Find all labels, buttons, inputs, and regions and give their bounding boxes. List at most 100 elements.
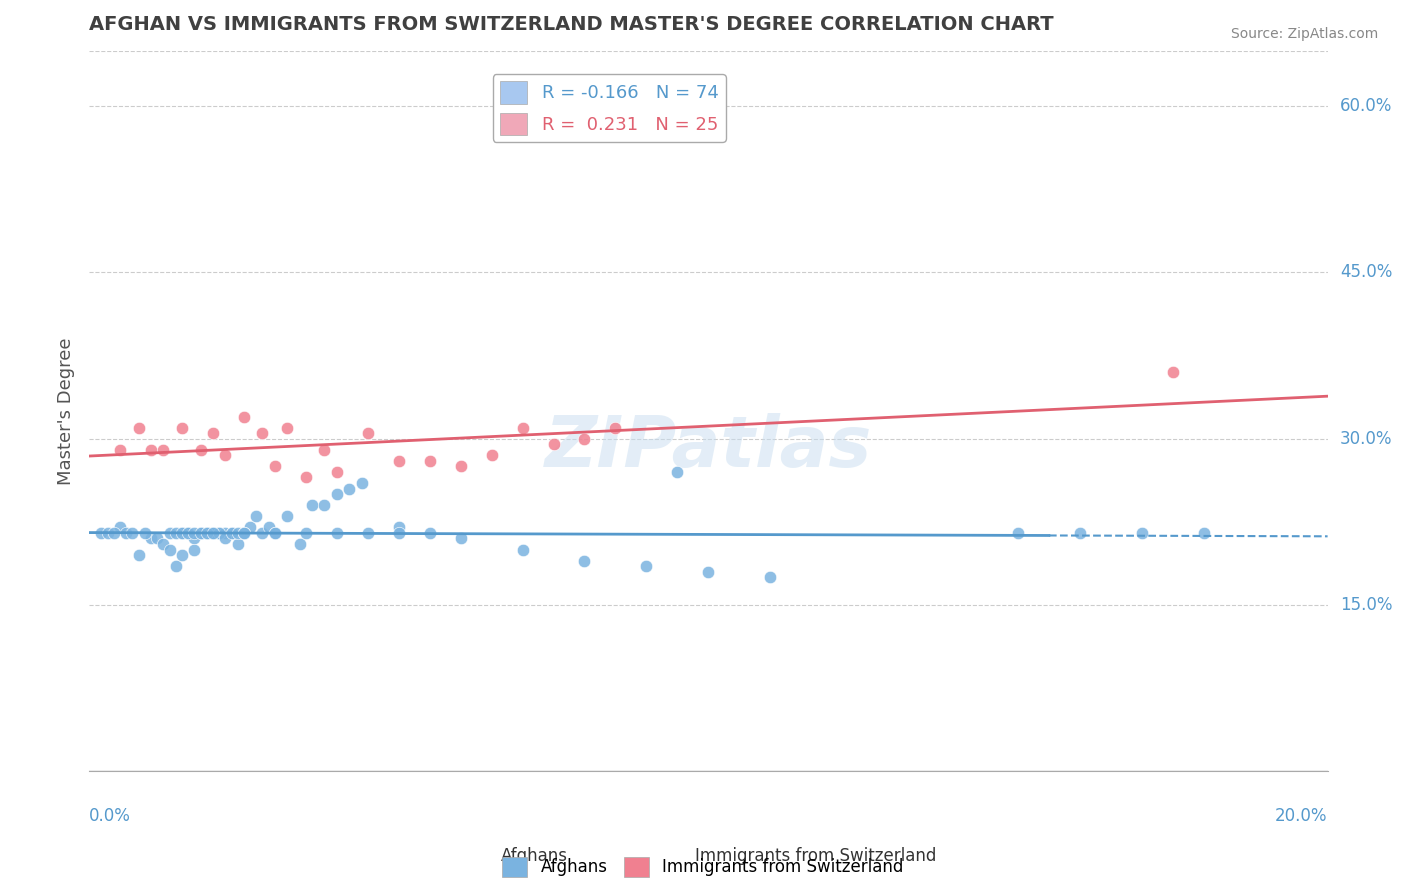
Point (152, 442, 174, 457)
Point (232, 525, 254, 540)
Text: 45.0%: 45.0% (1340, 263, 1392, 282)
Text: Source: ZipAtlas.com: Source: ZipAtlas.com (1230, 27, 1378, 41)
Point (326, 465, 349, 479)
Point (357, 525, 380, 540)
Point (221, 525, 243, 540)
Point (170, 525, 193, 540)
Point (543, 437, 565, 451)
Point (357, 426, 380, 441)
Point (350, 475, 373, 490)
Point (226, 537, 249, 551)
Point (1069, 525, 1091, 540)
Point (1130, 525, 1153, 540)
Point (239, 520, 262, 534)
Point (301, 498, 323, 512)
Point (636, 559, 658, 574)
Point (512, 542, 534, 557)
Point (139, 442, 162, 457)
Point (121, 525, 143, 540)
Point (263, 525, 285, 540)
Text: Afghans: Afghans (501, 847, 568, 865)
Legend: Afghans, Immigrants from Switzerland: Afghans, Immigrants from Switzerland (495, 850, 911, 884)
Point (177, 525, 200, 540)
Point (170, 420, 193, 434)
Point (276, 509, 298, 524)
Point (337, 482, 360, 496)
Point (159, 542, 181, 557)
Point (697, 565, 720, 579)
Point (252, 525, 274, 540)
Point (605, 420, 627, 434)
Point (183, 525, 205, 540)
Point (574, 432, 596, 446)
Point (1007, 525, 1029, 540)
Point (419, 525, 441, 540)
Point (195, 525, 218, 540)
Point (214, 525, 236, 540)
Point (314, 442, 336, 457)
Point (232, 525, 254, 540)
Text: 0.0%: 0.0% (89, 807, 131, 825)
Point (190, 525, 212, 540)
Point (574, 553, 596, 567)
Point (128, 548, 150, 562)
Y-axis label: Master's Degree: Master's Degree (58, 337, 75, 484)
Point (201, 525, 224, 540)
Point (195, 525, 218, 540)
Point (1161, 365, 1184, 379)
Point (419, 454, 441, 468)
Point (195, 525, 218, 540)
Point (295, 525, 318, 540)
Point (108, 520, 131, 534)
Point (183, 532, 205, 546)
Point (481, 448, 503, 462)
Point (388, 454, 411, 468)
Point (97, 525, 120, 540)
Point (257, 520, 280, 534)
Point (232, 525, 254, 540)
Point (108, 442, 131, 457)
Text: 60.0%: 60.0% (1340, 97, 1392, 115)
Point (152, 537, 174, 551)
Point (326, 525, 349, 540)
Point (326, 487, 349, 501)
Point (146, 532, 169, 546)
Point (134, 525, 156, 540)
Point (128, 420, 150, 434)
Text: 15.0%: 15.0% (1340, 596, 1392, 614)
Point (288, 537, 311, 551)
Point (165, 559, 187, 574)
Point (314, 498, 336, 512)
Point (190, 442, 212, 457)
Legend: R = -0.166   N = 74, R =  0.231   N = 25: R = -0.166 N = 74, R = 0.231 N = 25 (494, 74, 725, 142)
Point (666, 465, 689, 479)
Point (208, 525, 231, 540)
Point (201, 525, 224, 540)
Point (115, 525, 138, 540)
Text: 20.0%: 20.0% (1275, 807, 1327, 825)
Point (201, 426, 224, 441)
Point (232, 409, 254, 424)
Point (165, 525, 187, 540)
Point (388, 525, 411, 540)
Point (103, 525, 125, 540)
Point (170, 548, 193, 562)
Point (1192, 525, 1215, 540)
Text: AFGHAN VS IMMIGRANTS FROM SWITZERLAND MASTER'S DEGREE CORRELATION CHART: AFGHAN VS IMMIGRANTS FROM SWITZERLAND MA… (89, 15, 1053, 34)
Text: 30.0%: 30.0% (1340, 430, 1392, 448)
Point (159, 525, 181, 540)
Point (190, 525, 212, 540)
Point (295, 470, 318, 484)
Point (759, 570, 782, 584)
Point (90, 525, 112, 540)
Point (512, 420, 534, 434)
Point (450, 532, 472, 546)
Point (190, 525, 212, 540)
Point (450, 459, 472, 474)
Point (177, 525, 200, 540)
Point (245, 509, 267, 524)
Point (388, 520, 411, 534)
Point (263, 459, 285, 474)
Point (201, 525, 224, 540)
Text: ZIPatlas: ZIPatlas (544, 412, 872, 482)
